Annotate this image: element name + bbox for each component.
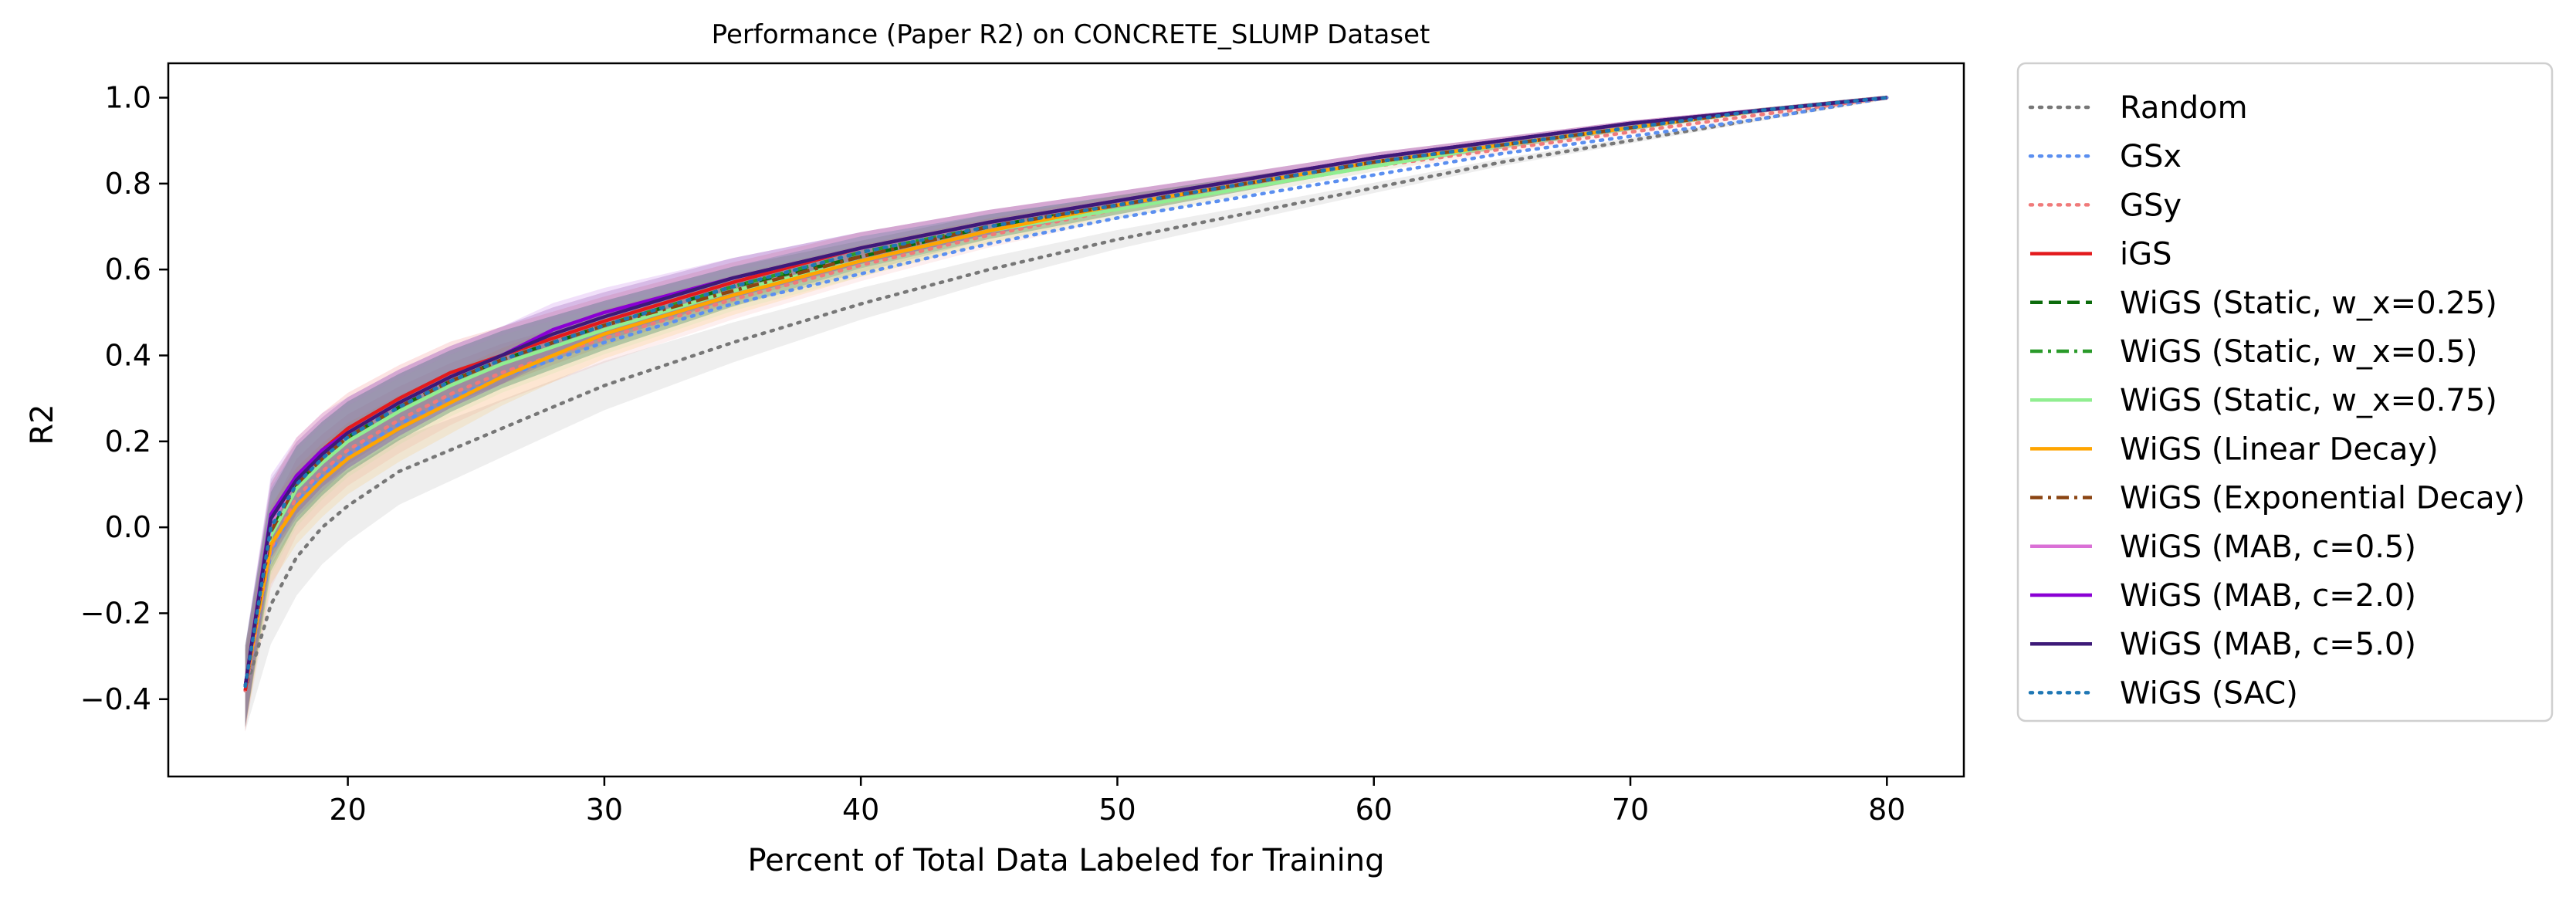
band-wigs-sac xyxy=(245,95,1887,727)
band-wigs-linear-decay xyxy=(245,95,1887,727)
series-line-wigs-mab-c-5-0 xyxy=(243,96,1887,687)
legend-label-wigs-mab-c-2-0: WiGS (MAB, c=2.0) xyxy=(2120,578,2416,614)
y-tick-label: 1.0 xyxy=(105,81,151,115)
legend-label-wigs-exponential-decay: WiGS (Exponential Decay) xyxy=(2120,481,2525,516)
series-line-gsx xyxy=(243,96,1889,692)
legend-label-wigs-linear-decay: WiGS (Linear Decay) xyxy=(2120,431,2439,467)
x-tick-label: 30 xyxy=(586,793,623,827)
band-gsy xyxy=(245,95,1887,732)
plot-area-frame xyxy=(167,62,1965,778)
legend-label-wigs-mab-c-0-5: WiGS (MAB, c=0.5) xyxy=(2120,530,2416,565)
y-axis-label: R2 xyxy=(25,404,60,445)
band-random xyxy=(245,95,1887,732)
band-wigs-static-w-x-0-25 xyxy=(245,95,1887,727)
legend-label-wigs-static-w-x-0-5: WiGS (Static, w_x=0.5) xyxy=(2120,334,2477,370)
legend-label-wigs-mab-c-5-0: WiGS (MAB, c=5.0) xyxy=(2120,627,2416,662)
series-lines xyxy=(243,96,1889,692)
y-axis-ticks: −0.4 −0.2 0.0 0.2 0.4 0.6 0.8 1.0 xyxy=(80,81,168,716)
y-tick-label: 0.4 xyxy=(105,339,151,373)
x-tick-label: 40 xyxy=(842,793,879,827)
legend-label-gsy: GSy xyxy=(2120,188,2182,223)
legend-label-wigs-static-w-x-0-25: WiGS (Static, w_x=0.25) xyxy=(2120,286,2497,321)
x-axis-ticks: 20 30 40 50 60 70 80 xyxy=(329,777,1905,827)
y-tick-label: 0.6 xyxy=(105,252,151,286)
series-line-random xyxy=(243,96,1889,692)
legend-label-wigs-static-w-x-0-75: WiGS (Static, w_x=0.75) xyxy=(2120,383,2497,418)
legend-label-random: Random xyxy=(2120,90,2248,126)
legend-label-gsx: GSx xyxy=(2120,139,2182,174)
x-tick-label: 60 xyxy=(1356,793,1393,827)
x-tick-label: 80 xyxy=(1868,793,1905,827)
legend: Random GSx GSy iGS WiGS (Static, w_x=0.25) Wi… xyxy=(2016,62,2554,722)
band-wigs-static-w-x-0-75 xyxy=(245,95,1887,727)
x-tick-label: 20 xyxy=(329,793,366,827)
legend-label-wigs-sac: WiGS (SAC) xyxy=(2120,675,2298,711)
x-tick-label: 70 xyxy=(1612,793,1649,827)
series-line-wigs-sac xyxy=(243,96,1889,689)
y-tick-label: 0.0 xyxy=(105,510,151,544)
x-axis-label: Percent of Total Data Labeled for Traini… xyxy=(747,843,1384,878)
y-tick-label: −0.4 xyxy=(80,682,151,716)
y-tick-label: 0.2 xyxy=(105,425,151,458)
y-tick-label: 0.8 xyxy=(105,167,151,201)
band-wigs-static-w-x-0-5 xyxy=(245,95,1887,727)
legend-label-igs: iGS xyxy=(2120,237,2172,272)
legend-box xyxy=(2016,62,2554,722)
series-line-gsy xyxy=(243,96,1889,692)
y-tick-label: −0.2 xyxy=(80,596,151,630)
confidence-bands xyxy=(245,95,1887,732)
chart-title: Performance (Paper R2) on CONCRETE_SLUMP… xyxy=(712,19,1430,50)
x-tick-label: 50 xyxy=(1098,793,1136,827)
